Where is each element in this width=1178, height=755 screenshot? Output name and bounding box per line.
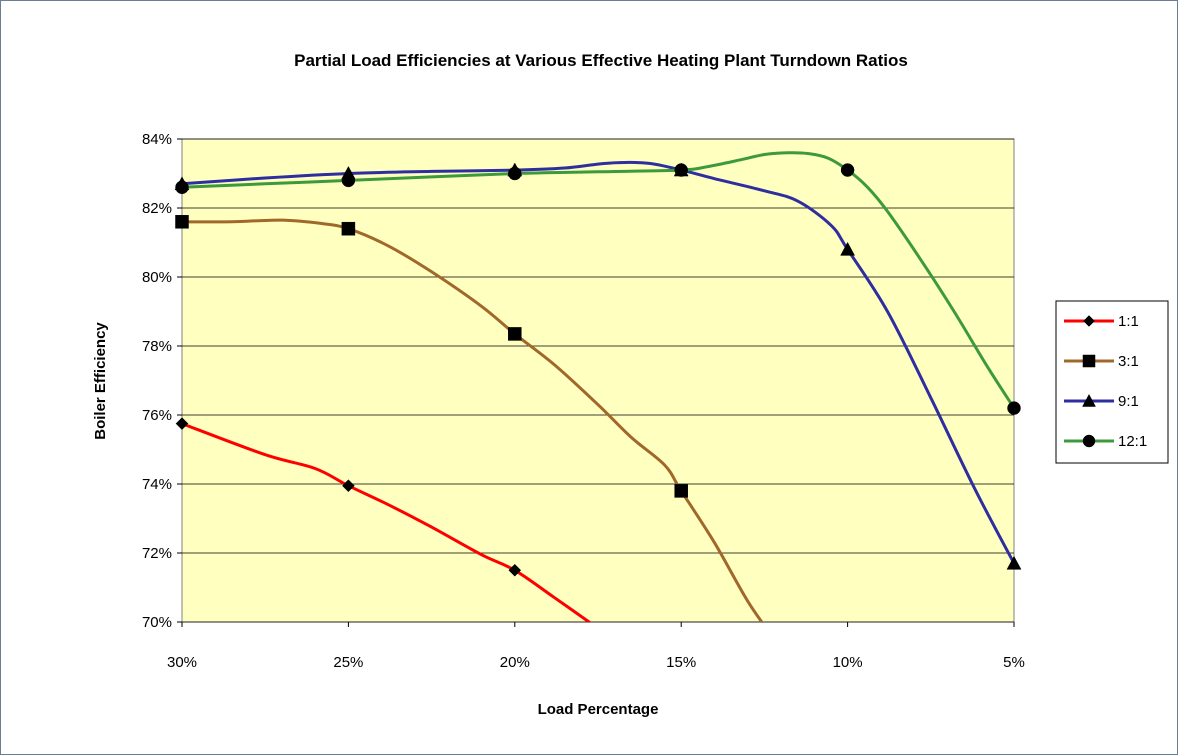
- data-point: [175, 417, 189, 430]
- data-point: [840, 241, 856, 256]
- chart-title: Partial Load Efficiencies at Various Eff…: [294, 51, 908, 70]
- y-tick-label: 78%: [142, 338, 172, 355]
- data-point: [342, 479, 355, 493]
- y-tick-label: 84%: [142, 131, 172, 148]
- legend-marker: [1083, 315, 1095, 327]
- data-point: [674, 484, 688, 498]
- data-point: [175, 215, 189, 229]
- legend-label: 1:1: [1118, 313, 1139, 330]
- legend-item: 3:1: [1064, 353, 1139, 370]
- legend-label: 12:1: [1118, 433, 1147, 450]
- legend-marker: [1082, 434, 1096, 448]
- x-axis-ticks: 30% 25% 20% 15% 10% 5%: [167, 622, 1025, 671]
- series-layer: [174, 151, 1022, 622]
- plot-area: [181, 138, 1015, 623]
- legend-label: 3:1: [1118, 353, 1139, 370]
- legend-item: 9:1: [1064, 393, 1139, 410]
- series-line: [182, 422, 592, 622]
- data-point: [508, 327, 522, 341]
- legend-item: 1:1: [1064, 313, 1139, 330]
- x-tick-label: 15%: [666, 654, 696, 671]
- data-point: [840, 163, 855, 177]
- data-point: [674, 163, 688, 177]
- series-3-to-1: [175, 215, 764, 622]
- x-axis-label: Load Percentage: [538, 701, 659, 718]
- x-tick-label: 20%: [500, 654, 530, 671]
- data-point: [508, 166, 522, 181]
- y-tick-label: 76%: [142, 407, 172, 424]
- data-point: [1007, 401, 1021, 415]
- series-line: [182, 151, 1014, 409]
- y-axis-ticks: 70% 72% 74% 76% 78% 80% 82% 84%: [142, 131, 182, 631]
- y-tick-label: 80%: [142, 269, 172, 286]
- legend-marker: [1082, 393, 1096, 407]
- x-tick-label: 10%: [833, 654, 863, 671]
- legend-item: 12:1: [1064, 433, 1147, 450]
- data-point: [341, 221, 356, 236]
- legend-marker: [1082, 354, 1096, 368]
- legend-box: [1055, 300, 1169, 464]
- x-tick-label: 25%: [333, 654, 363, 671]
- y-tick-label: 74%: [142, 476, 172, 493]
- series-12-to-1: [175, 151, 1021, 415]
- legend: 1:1 3:1 9:1 12:1: [1055, 300, 1169, 464]
- y-tick-label: 72%: [142, 545, 172, 562]
- x-tick-label: 30%: [167, 654, 197, 671]
- y-axis-label: Boiler Efficiency: [92, 322, 109, 440]
- y-tick-label: 82%: [142, 200, 172, 217]
- data-point: [175, 180, 189, 195]
- data-point: [508, 563, 522, 577]
- data-point: [341, 173, 356, 188]
- data-point: [1006, 555, 1022, 570]
- gridlines: [182, 138, 1014, 623]
- x-tick-label: 5%: [1003, 654, 1025, 671]
- series-1-to-1: [175, 417, 592, 622]
- y-tick-label: 70%: [142, 614, 172, 631]
- legend-label: 9:1: [1118, 393, 1139, 410]
- series-line: [182, 160, 1014, 565]
